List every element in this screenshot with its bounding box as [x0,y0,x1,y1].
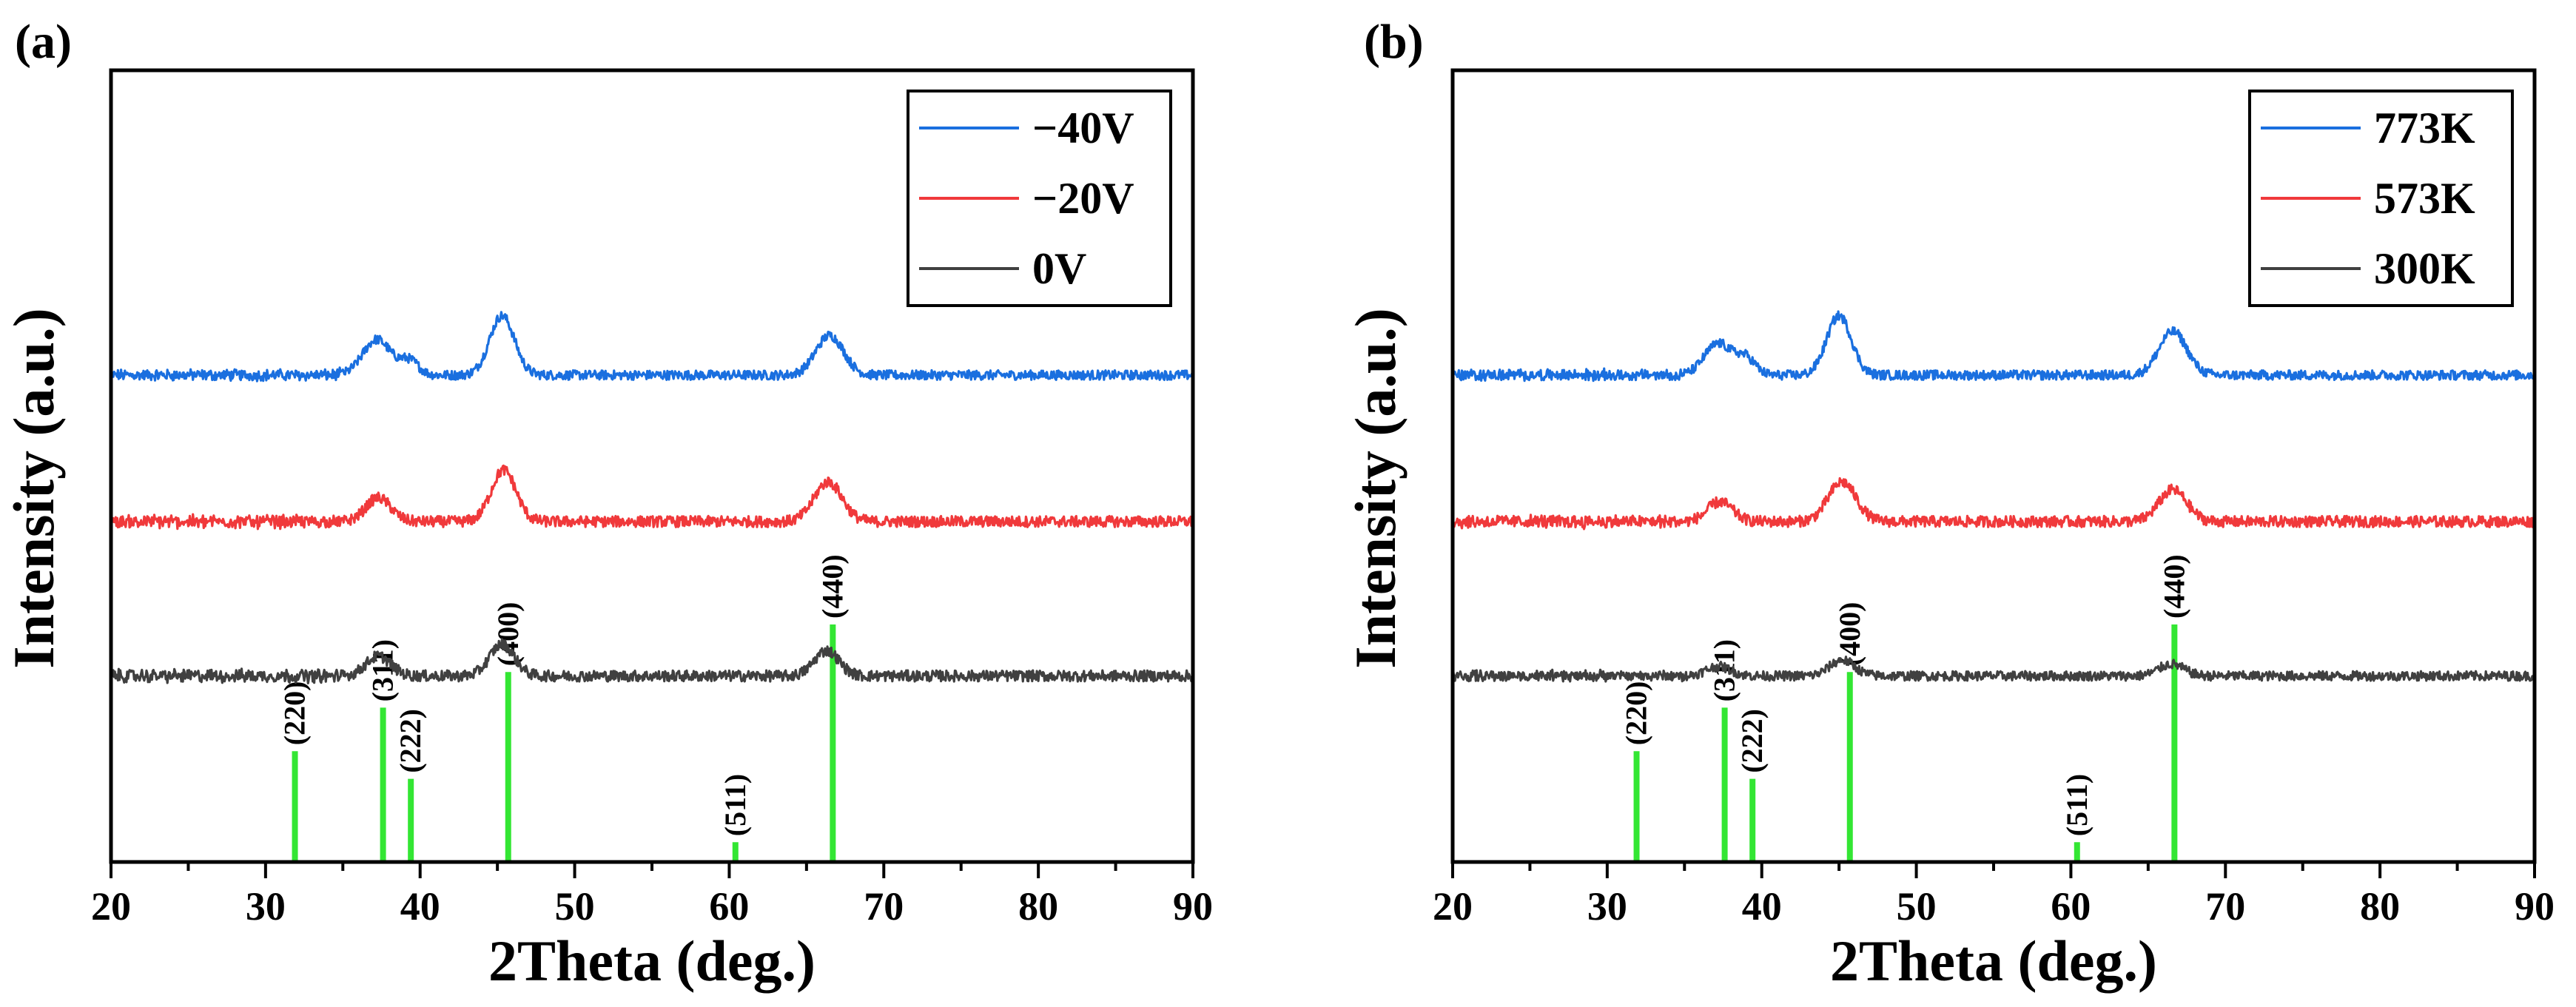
reference-peak-label: (222) [394,709,427,773]
x-tick-label: 40 [400,884,440,929]
legend: −40V −20V 0V [907,90,1172,307]
legend-label: 573K [2374,174,2475,223]
x-tick-label: 20 [91,884,131,929]
x-tick-label: 20 [1433,884,1473,929]
panel-label: (a) [15,15,72,69]
xrd-trace-0 [110,311,1194,383]
x-tick-label: 40 [1742,884,1782,929]
reference-peak-label: (511) [719,774,752,836]
xrd-trace-2 [110,638,1194,685]
xrd-trace-1 [1451,476,2536,531]
x-tick-label: 50 [555,884,595,929]
chart-panel-a: (a)(220)(311)(222)(400)(511)(440)20 30 40 5… [1,15,1213,993]
x-tick-label: 60 [709,884,749,929]
chart-panel-b: (b)(220)(311)(222)(400)(511)(440)20 30 40 5… [1343,15,2555,993]
x-tick-label: 30 [1587,884,1627,929]
y-axis-title: Intensity (a.u.) [1,308,66,669]
y-axis-title: Intensity (a.u.) [1343,308,1408,669]
reference-peak-label: (511) [2060,774,2094,836]
x-tick-label: 70 [864,884,904,929]
panel-label: (b) [1364,15,1424,69]
reference-peak-label: (220) [1620,681,1653,746]
xrd-trace-1 [110,464,1194,531]
legend-label: −20V [1032,174,1134,223]
reference-peak-label: (220) [278,681,312,746]
x-tick-label: 30 [246,884,286,929]
x-tick-label: 80 [1018,884,1058,929]
reference-peak-label: (400) [491,602,525,667]
x-axis-title: 2Theta (deg.) [1830,929,2157,993]
xrd-trace-2 [1451,655,2536,683]
x-tick-label: 70 [2205,884,2245,929]
legend: 773K 573K 300K [2248,90,2514,307]
x-axis-title: 2Theta (deg.) [488,929,815,993]
legend-label: 300K [2374,244,2475,293]
reference-peak-label: (440) [815,554,849,619]
reference-peak-label: (440) [2157,554,2190,619]
reference-peak-label: (400) [1833,602,1866,667]
legend-label: −40V [1032,104,1134,152]
legend-label: 0V [1032,244,1086,293]
x-tick-label: 60 [2051,884,2091,929]
reference-peak-label: (222) [1735,709,1769,773]
x-tick-label: 90 [1173,884,1213,929]
x-tick-label: 80 [2360,884,2400,929]
legend-label: 773K [2374,104,2475,152]
xrd-trace-0 [1451,310,2536,383]
x-tick-label: 90 [2515,884,2555,929]
x-tick-label: 50 [1897,884,1937,929]
